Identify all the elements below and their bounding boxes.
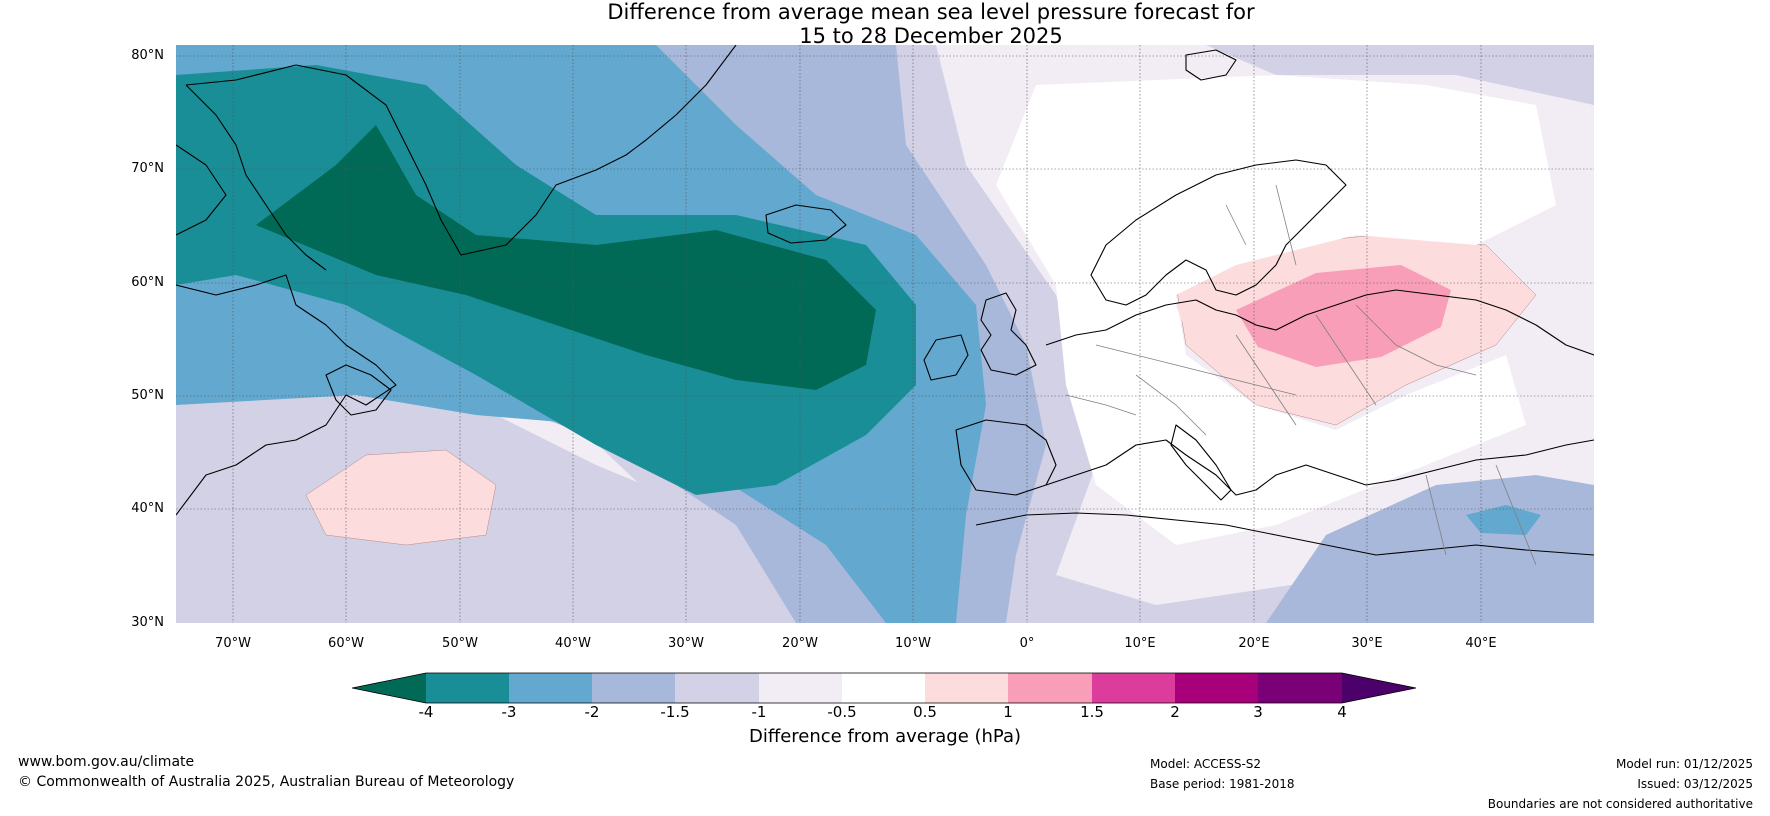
- model-run-text: Model run: 01/12/2025: [1615, 757, 1753, 771]
- model-text: Model: ACCESS-S2: [1150, 757, 1262, 771]
- greenland-west-coast: [185, 84, 327, 271]
- newfoundland-coast: [325, 364, 392, 416]
- colorbar-tick: 0.5: [913, 703, 937, 721]
- colorbar-tick: -1.5: [660, 703, 690, 721]
- copyright-text: © Commonwealth of Australia 2025, Austra…: [18, 774, 515, 790]
- colorbar-seg-2: [509, 673, 592, 703]
- lat-label-50n: 50°N: [131, 388, 164, 403]
- lat-label-30n: 30°N: [131, 615, 164, 630]
- iceland-coast: [765, 204, 847, 244]
- chart-title: Difference from average mean sea level p…: [0, 0, 1770, 48]
- disclaimer-text: Boundaries are not considered authoritat…: [1487, 797, 1753, 811]
- lat-label-70n: 70°N: [131, 161, 164, 176]
- italy-coast: [1170, 424, 1232, 501]
- colorbar-seg-5: [759, 673, 842, 703]
- colorbar: [352, 672, 1417, 704]
- pressure-anomaly-map: [176, 45, 1594, 623]
- colorbar-outline: [352, 672, 1417, 704]
- africa-coast: [975, 512, 1594, 556]
- anomaly-band-p05-1-atlantic: [305, 449, 497, 546]
- anomaly-band-m3-m2-med: [1466, 505, 1541, 535]
- colorbar-tick: 2: [1170, 703, 1180, 721]
- colorbar-tick: -3: [501, 703, 517, 721]
- colorbar-seg-8: [1008, 673, 1092, 703]
- lat-label-40n: 40°N: [131, 501, 164, 516]
- colorbar-tick: -2: [584, 703, 600, 721]
- lon-label-0: 0°: [1019, 636, 1035, 651]
- colorbar-tick: 1.5: [1080, 703, 1104, 721]
- colorbar-label: Difference from average (hPa): [748, 726, 1022, 747]
- lat-label-60n: 60°N: [131, 275, 164, 290]
- labrador-coast: [176, 274, 397, 516]
- lon-label-70w: 70°W: [215, 636, 251, 651]
- britain-coast: [980, 292, 1037, 376]
- colorbar-seg-3: [592, 673, 675, 703]
- colorbar-seg-4: [675, 673, 759, 703]
- scandinavia-coast: [1090, 159, 1347, 306]
- colorbar-seg-9: [1092, 673, 1175, 703]
- colorbar-seg-1: [426, 673, 509, 703]
- lon-label-40e: 40°E: [1465, 636, 1497, 651]
- mediterranean-coast: [1045, 439, 1594, 496]
- iberia-coast: [955, 419, 1057, 496]
- lat-label-80n: 80°N: [131, 48, 164, 63]
- lon-label-10w: 10°W: [895, 636, 931, 651]
- colorbar-seg-11: [1258, 673, 1342, 703]
- lon-label-30e: 30°E: [1351, 636, 1383, 651]
- colorbar-tick: 3: [1253, 703, 1263, 721]
- colorbar-tick: -1: [751, 703, 767, 721]
- colorbar-seg-0: [352, 673, 426, 703]
- coastlines: [176, 45, 1594, 556]
- europe-coast: [1045, 289, 1594, 356]
- greenland-coast: [185, 45, 737, 256]
- map-canvas: [176, 45, 1594, 623]
- ireland-coast: [923, 334, 969, 381]
- title-line-2: 15 to 28 December 2025: [799, 24, 1063, 48]
- colorbar-seg-6: [842, 673, 925, 703]
- lon-label-60w: 60°W: [328, 636, 364, 651]
- anomaly-band-neutral: [996, 75, 1556, 545]
- colorbar-seg-7: [925, 673, 1008, 703]
- base-period-text: Base period: 1981-2018: [1150, 777, 1295, 791]
- colorbar-seg-12: [1342, 673, 1416, 703]
- colorbar-tick: -4: [418, 703, 434, 721]
- issued-text: Issued: 03/12/2025: [1637, 777, 1753, 791]
- lon-label-20e: 20°E: [1238, 636, 1270, 651]
- lon-label-40w: 40°W: [555, 636, 591, 651]
- website-link[interactable]: www.bom.gov.au/climate: [18, 754, 195, 770]
- national-boundaries: [1065, 184, 1537, 566]
- colorbar-tick: 4: [1337, 703, 1347, 721]
- svalbard-coast: [1185, 49, 1237, 81]
- lon-label-20w: 20°W: [782, 636, 818, 651]
- colorbar-tick: -0.5: [827, 703, 857, 721]
- lon-label-10e: 10°E: [1124, 636, 1156, 651]
- anomaly-core-lt-m4: [256, 125, 876, 390]
- colorbar-tick: 1: [1003, 703, 1013, 721]
- title-line-1: Difference from average mean sea level p…: [607, 0, 1255, 24]
- lon-label-30w: 30°W: [668, 636, 704, 651]
- lon-label-50w: 50°W: [442, 636, 478, 651]
- colorbar-seg-10: [1175, 673, 1258, 703]
- canada-coast: [176, 144, 227, 236]
